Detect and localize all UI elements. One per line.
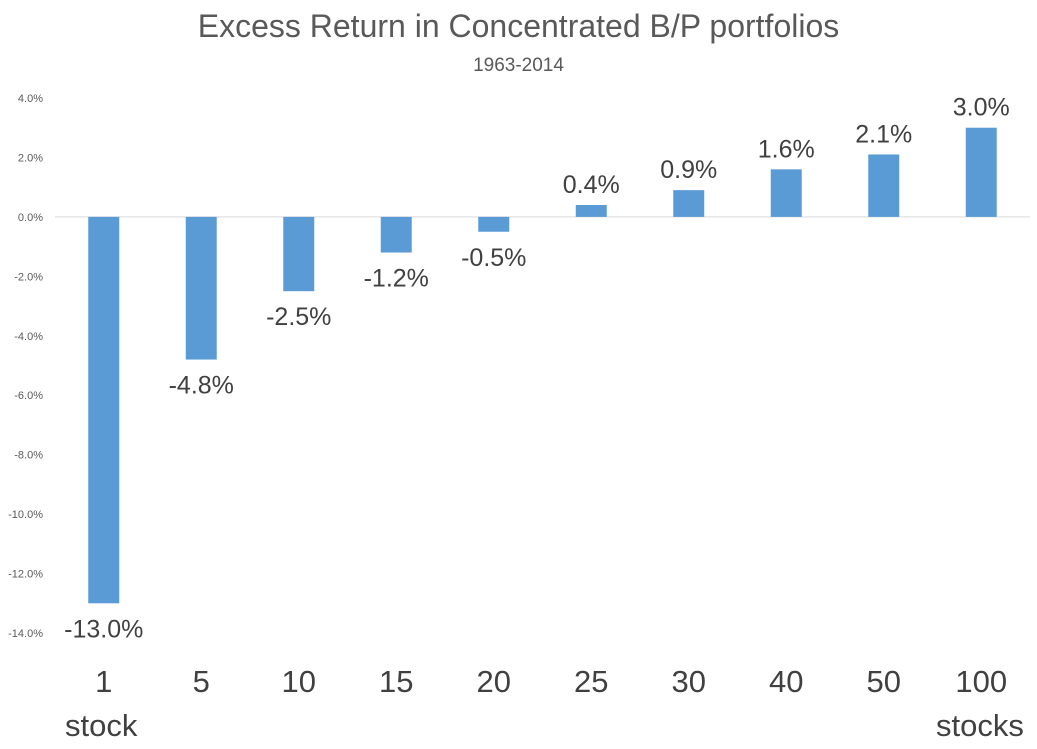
data-label: 1.6%	[758, 135, 815, 163]
bar	[868, 154, 900, 217]
x-tick-label: 10	[282, 664, 316, 699]
bar	[575, 205, 607, 217]
data-label: -2.5%	[266, 303, 331, 331]
x-tick-label: 100	[955, 664, 1007, 699]
x-note-last: stocks	[936, 708, 1024, 743]
data-label: -1.2%	[364, 265, 429, 293]
x-tick-label: 25	[574, 664, 608, 699]
data-label: 2.1%	[855, 120, 912, 148]
x-note-first: stock	[65, 708, 138, 743]
y-tick-label: -10.0%	[8, 509, 43, 521]
y-tick-label: -4.0%	[14, 331, 43, 343]
y-tick-label: 2.0%	[18, 152, 43, 164]
bar	[673, 190, 705, 217]
x-tick-label: 15	[379, 664, 413, 699]
bar	[770, 169, 802, 217]
y-tick-label: -14.0%	[8, 628, 43, 640]
bar	[478, 216, 510, 232]
x-tick-label: 40	[769, 664, 803, 699]
bar	[88, 216, 120, 604]
y-tick-label: -2.0%	[14, 271, 43, 283]
y-tick-label: 0.0%	[18, 212, 43, 224]
x-tick-label: 5	[193, 664, 210, 699]
y-tick-label: -12.0%	[8, 569, 43, 581]
bar	[283, 216, 315, 292]
chart-title: Excess Return in Concentrated B/P portfo…	[197, 8, 840, 44]
data-label: -4.8%	[169, 372, 234, 400]
data-label: -13.0%	[64, 615, 143, 643]
data-label: 3.0%	[953, 94, 1010, 122]
chart-subtitle: 1963-2014	[473, 55, 564, 76]
x-tick-label: 50	[867, 664, 901, 699]
x-tick-label: 30	[672, 664, 706, 699]
x-tick-label: 20	[477, 664, 511, 699]
data-label: 0.9%	[660, 156, 717, 184]
y-tick-label: 4.0%	[18, 93, 43, 105]
data-label: 0.4%	[563, 171, 620, 199]
x-tick-label: 1	[95, 664, 112, 699]
y-tick-label: -8.0%	[14, 450, 43, 462]
bar	[185, 216, 217, 360]
y-tick-label: -6.0%	[14, 390, 43, 402]
data-label: -0.5%	[461, 244, 526, 272]
bar	[965, 127, 997, 217]
bar	[380, 216, 412, 253]
